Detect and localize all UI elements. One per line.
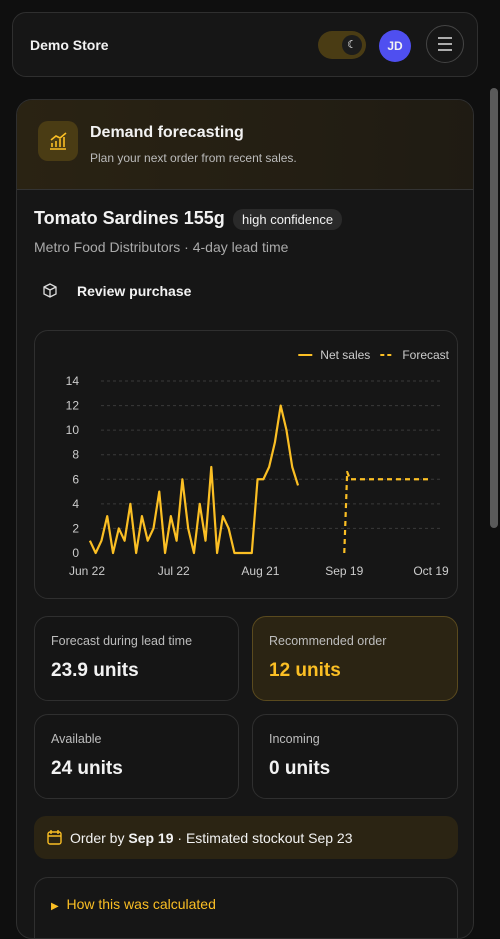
confidence-badge: high confidence [233, 209, 343, 230]
store-name[interactable]: Demo Store [30, 37, 109, 53]
avatar[interactable]: JD [379, 30, 411, 62]
calendar-icon [47, 830, 62, 845]
top-bar: Demo Store ☾ JD [12, 12, 478, 77]
y-tick-label: 10 [66, 423, 80, 437]
product-name: Tomato Sardines 155g [34, 208, 225, 228]
x-tick-label: Jul 22 [158, 564, 190, 578]
series-line [343, 470, 431, 554]
y-tick-label: 8 [72, 448, 79, 462]
order-alert: Order by Sep 19 · Estimated stockout Sep… [34, 816, 458, 859]
stat-label: Recommended order [269, 634, 387, 648]
y-tick-label: 14 [66, 374, 80, 388]
icon [50, 132, 67, 150]
alert-suffix: · Estimated stockout Sep 23 [177, 830, 353, 846]
card-title: Demand forecasting [90, 124, 244, 141]
x-tick-label: Oct 19 [413, 564, 449, 578]
card-header: Demand forecasting Plan your next order … [17, 100, 473, 190]
chart: 0 2 4 6 8 10 12 14 Jun 22 Jul 22 Aug 21 Sep 19 Oct 1… [66, 348, 450, 578]
scrollbar[interactable] [490, 88, 498, 528]
y-tick-label: 12 [66, 399, 80, 413]
box-icon [43, 283, 57, 298]
details-summary[interactable]: ▶ How this was calculated [51, 896, 216, 912]
product-meta: Metro Food Distributors · 4-day lead tim… [34, 239, 289, 255]
stat-card: Forecast during lead time 23.9 units [34, 616, 239, 701]
y-tick-label: 2 [72, 521, 79, 535]
stat-label: Incoming [269, 732, 320, 746]
alert-text: Order by Sep 19 · Estimated stockout Sep… [70, 830, 352, 846]
series-line [88, 404, 300, 555]
menu-icon [438, 37, 452, 51]
stat-value: 0 units [269, 758, 331, 779]
alert-prefix: Order by [70, 830, 125, 846]
stat-value: 24 units [51, 758, 123, 779]
stat-label: Forecast during lead time [51, 634, 193, 648]
stat-card: Available 24 units [34, 714, 239, 799]
y-tick-label: 4 [72, 497, 79, 511]
details[interactable]: ▶ How this was calculated [34, 877, 458, 938]
review-button[interactable]: Review purchase [41, 280, 201, 304]
stat-card: Recommended order 12 units [252, 616, 458, 701]
stat-value: 12 units [269, 660, 341, 681]
theme-toggle[interactable]: ☾ [318, 31, 366, 59]
legend-label: Net sales [320, 348, 370, 362]
stat-label: Available [51, 732, 102, 746]
moon-icon: ☾ [342, 35, 362, 55]
page: Demo Store ☾ JD Demand forecasting Plan … [12, 12, 498, 939]
forecast-card: Demand forecasting Plan your next order … [16, 99, 474, 939]
summary-text: How this was calculated [66, 896, 216, 912]
y-tick-label: 6 [72, 472, 79, 486]
chart-card: 0 2 4 6 8 10 12 14 Jun 22 Jul 22 Aug 21 Sep 19 Oct 1… [34, 330, 458, 599]
y-tick-label: 0 [72, 546, 79, 560]
legend-label: Forecast [402, 348, 449, 362]
review-label: Review purchase [77, 283, 192, 299]
x-tick-label: Jun 22 [69, 564, 105, 578]
menu-button[interactable] [426, 25, 464, 63]
alert-date: Sep 19 [128, 830, 174, 846]
stat-card: Incoming 0 units [252, 714, 458, 799]
stat-value: 23.9 units [51, 660, 139, 681]
x-tick-label: Aug 21 [241, 564, 279, 578]
x-tick-label: Sep 19 [325, 564, 363, 578]
chart-icon [38, 121, 78, 161]
card-subtitle: Plan your next order from recent sales. [90, 151, 297, 165]
